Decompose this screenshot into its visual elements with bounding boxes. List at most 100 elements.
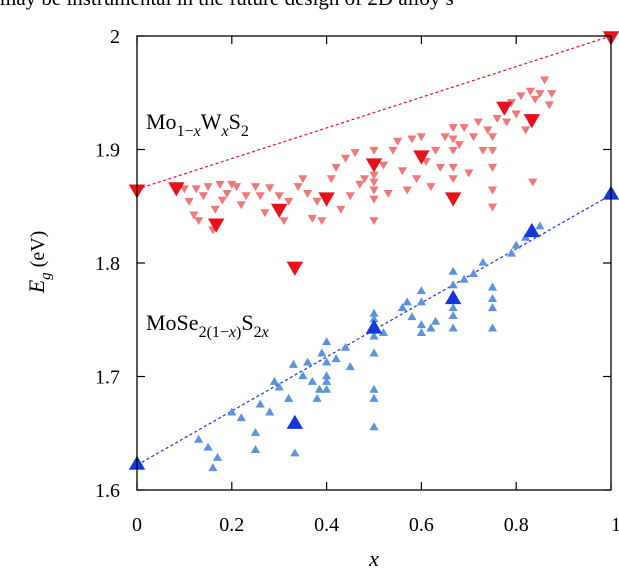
data-point [506, 248, 517, 257]
data-point [448, 303, 458, 312]
data-point [231, 183, 242, 192]
data-point [378, 161, 389, 170]
data-point [303, 357, 313, 366]
data-point [487, 186, 498, 195]
data-point [203, 183, 213, 192]
data-point [407, 312, 417, 321]
data-point [388, 146, 398, 155]
data-point [269, 376, 280, 385]
data-point [260, 209, 270, 218]
data-point [322, 357, 332, 366]
highlight-point [523, 222, 541, 238]
data-point [227, 407, 237, 416]
data-point [416, 133, 426, 142]
plot-frame [136, 35, 612, 491]
data-point [369, 186, 379, 195]
data-point [487, 323, 498, 332]
data-point [210, 205, 220, 214]
data-point [535, 221, 545, 230]
y-tick-label: 1.8 [95, 253, 120, 275]
data-point [426, 183, 436, 192]
data-point [369, 393, 379, 402]
data-point [369, 348, 379, 357]
data-point [448, 124, 458, 133]
data-point [448, 163, 458, 172]
data-point [340, 342, 351, 351]
data-point [369, 331, 379, 340]
data-point [355, 180, 365, 189]
data-point [407, 135, 417, 144]
x-axis-title: x [368, 546, 379, 570]
data-point [215, 180, 225, 189]
data-point [322, 371, 332, 380]
data-point [336, 205, 346, 214]
data-point [250, 183, 261, 192]
data-point [317, 348, 327, 357]
data-point [492, 115, 502, 124]
data-point [255, 192, 265, 201]
data-point [369, 217, 379, 226]
data-point [431, 146, 441, 155]
data-point [547, 90, 557, 99]
y-tick-label: 1.6 [95, 480, 120, 502]
data-point [255, 399, 265, 408]
y-tick-label: 2 [110, 26, 120, 48]
data-point [468, 269, 479, 278]
data-point [236, 413, 246, 422]
data-point [448, 311, 458, 320]
data-point [369, 384, 379, 393]
data-point [535, 90, 545, 99]
data-point [307, 376, 317, 385]
data-point [412, 175, 422, 184]
axis-labels: 0 0.2 0.4 0.6 0.8 1 1.6 1.7 1.8 1.9 2 x Eg (eV) Mo1−x… [24, 26, 619, 570]
highlight-point [318, 192, 335, 207]
y-axis-title: Eg (eV) [24, 231, 54, 295]
fit-line-1 [136, 194, 612, 466]
data-point [227, 180, 237, 189]
data-point [369, 308, 379, 317]
data-point [340, 154, 351, 163]
data-point [383, 189, 393, 198]
data-point [314, 384, 325, 393]
data-point [448, 135, 458, 144]
data-point [502, 118, 512, 127]
data-point [212, 452, 223, 461]
data-point [448, 266, 458, 275]
data-point [331, 354, 341, 363]
data-point [464, 169, 474, 178]
data-point [179, 185, 189, 194]
data-point [478, 257, 488, 266]
data-point [298, 175, 308, 184]
data-point [487, 294, 498, 302]
highlight-point [207, 218, 225, 233]
x-tick-label: 0.2 [219, 514, 244, 536]
data-point [317, 217, 327, 226]
data-point [459, 124, 469, 133]
data-point [369, 195, 379, 204]
highlight-point [286, 414, 304, 429]
x-tick-label: 0 [132, 514, 142, 536]
data-point [369, 146, 379, 155]
highlight-point [365, 319, 383, 334]
data-point [279, 217, 289, 226]
data-point [184, 197, 194, 206]
data-point [511, 240, 521, 249]
data-point [378, 328, 389, 337]
series-label-1: MoSe2(1−x)S2x [146, 310, 269, 341]
highlight-point [523, 114, 541, 129]
data-point [298, 371, 308, 380]
data-point [284, 393, 294, 402]
data-point [473, 118, 483, 127]
data-point [528, 178, 538, 187]
data-point [274, 382, 284, 391]
data-point [198, 192, 208, 201]
highlight-point [286, 261, 304, 276]
data-point [397, 167, 408, 176]
x-tick-label: 1 [611, 514, 619, 536]
data-point [402, 186, 412, 195]
data-point [416, 297, 426, 306]
axis-ticks [136, 35, 612, 491]
data-point [487, 163, 498, 172]
data-point [511, 110, 521, 119]
data-point [326, 175, 336, 184]
